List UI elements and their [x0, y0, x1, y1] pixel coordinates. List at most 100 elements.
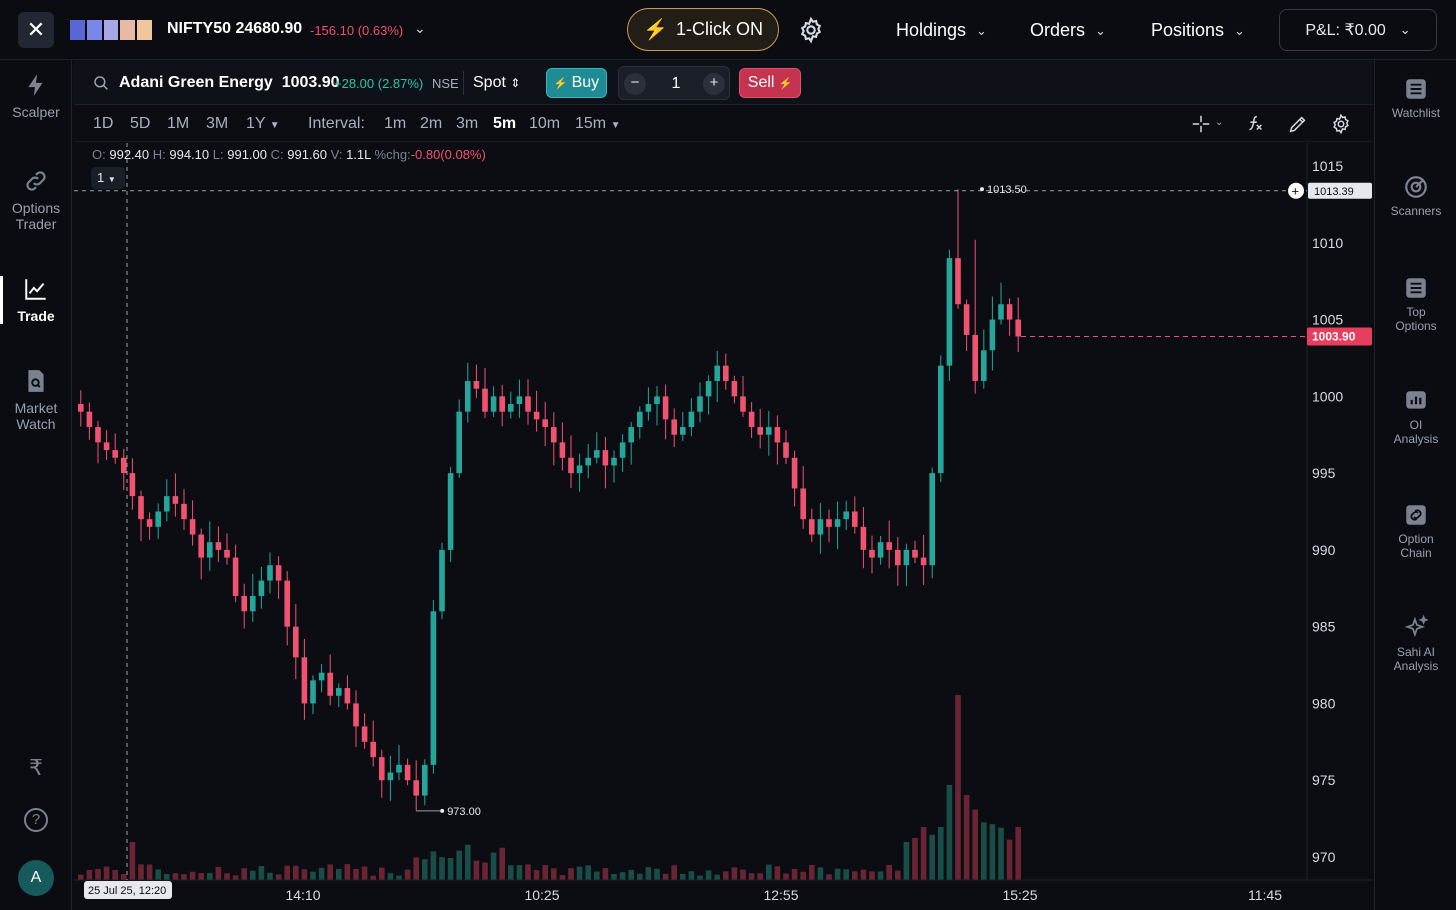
- pane-select[interactable]: 1 ▼: [91, 167, 125, 189]
- volume-value: 1.1L: [346, 147, 371, 162]
- interval-10m[interactable]: 10m: [529, 115, 561, 132]
- index-name[interactable]: NIFTY50 24680.90: [167, 20, 303, 37]
- chevron-down-icon[interactable]: ⌄: [414, 20, 426, 36]
- volume-bar: [129, 842, 136, 880]
- add-alert-icon[interactable]: [1288, 182, 1304, 199]
- candle-body: [834, 519, 841, 527]
- sidebar-item-top-options[interactable]: Top Options: [1375, 275, 1456, 333]
- quantity-decrease-button[interactable]: −: [624, 73, 646, 95]
- help-icon[interactable]: ?: [24, 808, 48, 832]
- interval-1m[interactable]: 1m: [384, 115, 407, 132]
- close-button[interactable]: ✕: [18, 12, 54, 48]
- candle-body: [542, 419, 548, 428]
- function-icon[interactable]: [1244, 113, 1266, 135]
- one-click-label: 1-Click ON: [675, 19, 763, 39]
- quantity-increase-button[interactable]: +: [703, 73, 725, 95]
- candle-body: [447, 473, 454, 550]
- sidebar-item-oi-analysis[interactable]: OI Analysis: [1375, 388, 1456, 446]
- segment-label: Spot: [473, 74, 506, 91]
- price-axis: 1015 1010 1005 1000 995 990 985 980 975 970: [1312, 158, 1343, 865]
- price-tick-label: 1000: [1312, 388, 1343, 404]
- volume-bar: [284, 865, 290, 880]
- buy-button[interactable]: ⚡ Buy: [546, 68, 607, 98]
- volume-bar: [267, 872, 273, 880]
- volume-bar: [516, 865, 523, 880]
- chevron-down-icon[interactable]: ⌄: [1215, 117, 1224, 128]
- quantity-input[interactable]: 1: [671, 75, 681, 92]
- last-price-label: 1003.90: [1312, 329, 1356, 343]
- interval-2m[interactable]: 2m: [420, 115, 443, 132]
- volume-bar: [353, 868, 359, 880]
- sidebar-item-options-trader[interactable]: Options Trader: [0, 168, 72, 232]
- volume-bars: [78, 695, 1021, 880]
- candle-body: [611, 457, 617, 466]
- sell-button[interactable]: Sell ⚡: [739, 68, 801, 98]
- interval-15m[interactable]: 15m ▼: [575, 115, 620, 133]
- segment-select[interactable]: Spot ⇕: [473, 74, 520, 92]
- pnl-dropdown[interactable]: P&L: ₹0.00 ⌄: [1279, 9, 1437, 51]
- volume-bar: [877, 871, 884, 880]
- price-tick-label: 980: [1312, 695, 1336, 711]
- candle-body: [508, 404, 514, 412]
- range-3m[interactable]: 3M: [206, 115, 229, 132]
- sidebar-item-option-chain[interactable]: Option Chain: [1375, 502, 1456, 560]
- interval-3m[interactable]: 3m: [456, 115, 479, 132]
- volume-bar: [447, 857, 454, 880]
- stock-name[interactable]: Adani Green Energy 1003.90: [119, 74, 340, 92]
- volume-bar: [671, 865, 677, 880]
- chevron-down-icon: ⌄: [1399, 22, 1411, 37]
- rupee-icon[interactable]: ₹: [29, 755, 43, 780]
- top-bar: ✕ NIFTY50 24680.90 -156.10 (0.63%) ⌄ ⚡ 1…: [0, 0, 1456, 60]
- sidebar-item-scanners[interactable]: Scanners: [1375, 174, 1456, 218]
- nav-holdings[interactable]: Holdings ⌄: [896, 20, 987, 41]
- volume-bar: [1006, 839, 1013, 880]
- caret-down-icon: ▼: [107, 175, 116, 184]
- range-1y[interactable]: 1Y ▼: [246, 115, 280, 133]
- candlestick-chart[interactable]: 1015 1010 1005 1000 995 990 985 980 975 970 14:10…: [74, 143, 1373, 910]
- sidebar-item-market-watch[interactable]: Market Watch: [0, 368, 72, 432]
- caret-down-icon: ▼: [610, 120, 621, 131]
- settings-gear-icon[interactable]: [797, 16, 825, 44]
- sidebar-item-label: Market Watch: [14, 400, 58, 432]
- sidebar-item-scalper[interactable]: Scalper: [0, 72, 72, 120]
- drawing-pen-icon[interactable]: [1287, 113, 1309, 135]
- volume-bar: [929, 834, 935, 880]
- volume-bar: [688, 871, 695, 880]
- volume-bar: [310, 871, 316, 880]
- pane-value: 1: [97, 170, 105, 185]
- nav-positions[interactable]: Positions ⌄: [1151, 20, 1245, 41]
- sidebar-item-watchlist[interactable]: Watchlist: [1375, 76, 1456, 120]
- candle-body: [800, 488, 806, 520]
- time-tick-label: 12:55: [763, 887, 798, 903]
- volume-bar: [920, 827, 927, 880]
- price-tick-label: 1015: [1312, 158, 1343, 174]
- interval-5m[interactable]: 5m: [493, 115, 517, 132]
- sidebar-item-trade[interactable]: Trade: [0, 276, 72, 324]
- range-1d[interactable]: 1D: [93, 115, 114, 132]
- pnl-label: P&L: ₹0.00: [1305, 22, 1386, 39]
- one-click-toggle[interactable]: ⚡ 1-Click ON: [627, 8, 779, 51]
- volume-bar: [95, 868, 101, 880]
- candle-body: [490, 396, 497, 412]
- volume-bar: [241, 868, 247, 880]
- volume-bar: [1015, 827, 1021, 880]
- candle-body: [189, 519, 196, 535]
- sidebar-item-sahi-ai-analysis[interactable]: Sahi AI Analysis: [1375, 615, 1456, 673]
- avatar[interactable]: A: [18, 860, 54, 896]
- range-5d[interactable]: 5D: [130, 115, 151, 132]
- range-1m[interactable]: 1M: [167, 115, 190, 132]
- chart-settings-gear-icon[interactable]: [1330, 113, 1352, 135]
- candle-body: [602, 450, 609, 466]
- search-icon[interactable]: [92, 74, 110, 92]
- volume-bar: [508, 865, 514, 880]
- candle-body: [516, 396, 523, 405]
- candle-body: [869, 549, 875, 558]
- volume-bar: [181, 874, 187, 880]
- candle-body: [920, 557, 927, 566]
- volume-bar: [112, 870, 118, 880]
- volume-bar: [258, 865, 265, 880]
- volume-bar: [912, 837, 918, 880]
- crosshair-icon[interactable]: [1190, 113, 1212, 135]
- nav-orders[interactable]: Orders ⌄: [1030, 20, 1106, 41]
- candle-body: [972, 334, 978, 381]
